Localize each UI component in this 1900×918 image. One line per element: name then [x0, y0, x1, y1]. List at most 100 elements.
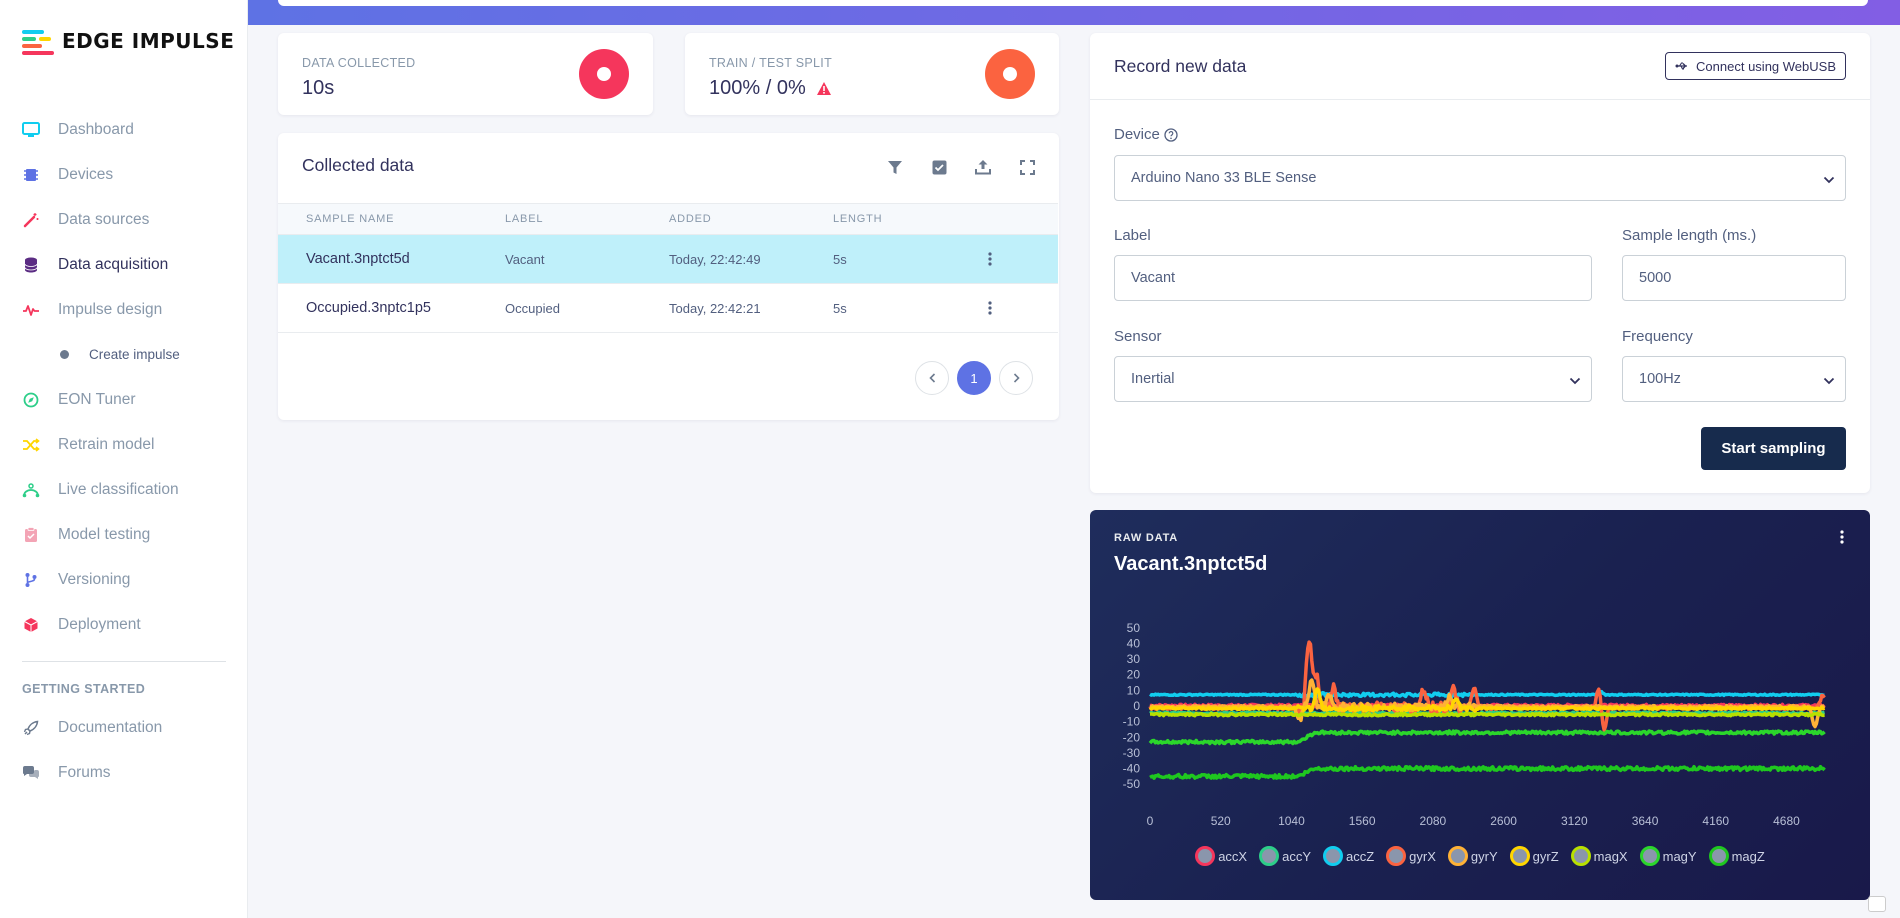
train-test-split-value: 100% / 0%	[709, 77, 832, 100]
y-tick-label: 30	[1127, 652, 1141, 666]
legend-item-magY[interactable]: magY	[1639, 846, 1697, 866]
legend-swatch	[1708, 846, 1729, 866]
sidebar-item-eon-tuner[interactable]: EON Tuner	[0, 377, 248, 422]
sidebar-item-dashboard[interactable]: Dashboard	[0, 107, 248, 152]
y-tick-label: -20	[1123, 730, 1141, 744]
column-label[interactable]: LABEL	[505, 213, 544, 225]
legend-item-magZ[interactable]: magZ	[1708, 846, 1765, 866]
sidebar-nav: Dashboard Devices Data sources Data acqu…	[0, 107, 248, 795]
legend-label: accX	[1218, 848, 1248, 864]
frequency-select[interactable]: 100Hz	[1622, 356, 1846, 402]
sidebar-item-label: Data sources	[58, 210, 150, 228]
upload-icon[interactable]	[973, 157, 993, 177]
x-tick-label: 4160	[1702, 814, 1729, 828]
table-row[interactable]: Vacant.3nptct5d Vacant Today, 22:42:49 5…	[278, 235, 1058, 284]
column-sample-name[interactable]: SAMPLE NAME	[306, 213, 395, 225]
legend-label: accY	[1282, 848, 1311, 864]
chevron-down-icon	[1823, 373, 1835, 389]
sidebar-item-label: Model testing	[58, 525, 151, 543]
series-line-magY	[1148, 729, 1826, 746]
help-icon[interactable]	[1164, 127, 1178, 142]
sidebar-item-versioning[interactable]: Versioning	[0, 557, 248, 602]
chat-icon	[22, 764, 40, 782]
logo[interactable]: EDGE IMPULSE	[22, 28, 234, 55]
sidebar-item-live-classification[interactable]: Live classification	[0, 467, 248, 512]
column-added[interactable]: ADDED	[669, 213, 712, 225]
sample-added: Today, 22:42:21	[669, 300, 761, 316]
sidebar-item-label: Data acquisition	[58, 255, 169, 273]
sample-length-input[interactable]: 5000	[1622, 255, 1846, 301]
row-menu-icon[interactable]	[970, 252, 1010, 266]
legend-label: magY	[1662, 848, 1697, 864]
column-length[interactable]: LENGTH	[833, 213, 883, 225]
data-collected-amount: 10s	[302, 77, 335, 99]
sidebar-item-data-acquisition[interactable]: Data acquisition	[0, 242, 248, 287]
feedback-icon[interactable]	[1868, 896, 1886, 912]
label-input[interactable]: Vacant	[1114, 255, 1592, 301]
connect-webusb-button[interactable]: Connect using WebUSB	[1665, 52, 1846, 80]
sample-label: Occupied	[505, 300, 560, 316]
sidebar-item-retrain-model[interactable]: Retrain model	[0, 422, 248, 467]
x-tick-label: 2080	[1420, 814, 1447, 828]
legend-item-accX[interactable]: accX	[1195, 846, 1247, 866]
series-line-gyrY	[1149, 678, 1826, 729]
cpu-icon	[22, 166, 40, 184]
legend-label: gyrZ	[1532, 848, 1559, 864]
sidebar-item-label: Deployment	[58, 615, 141, 633]
sidebar-item-impulse-design[interactable]: Impulse design	[0, 287, 248, 332]
table-header: SAMPLE NAME LABEL ADDED LENGTH	[278, 203, 1058, 235]
legend-item-accY[interactable]: accY	[1259, 846, 1311, 866]
legend-item-magX[interactable]: magX	[1570, 846, 1628, 866]
prev-page-button[interactable]	[915, 361, 949, 395]
row-menu-icon[interactable]	[970, 301, 1010, 315]
legend-item-gyrX[interactable]: gyrX	[1386, 846, 1436, 866]
sample-name: Vacant.3nptct5d	[306, 251, 410, 267]
sidebar-item-deployment[interactable]: Deployment	[0, 602, 248, 647]
record-new-data-title: Record new data	[1114, 56, 1247, 76]
sidebar-item-forums[interactable]: Forums	[0, 750, 248, 795]
select-checkbox-icon[interactable]	[929, 157, 949, 177]
y-tick-label: -50	[1123, 777, 1141, 791]
legend-swatch	[1639, 846, 1660, 866]
table-row[interactable]: Occupied.3nptc1p5 Occupied Today, 22:42:…	[278, 284, 1058, 333]
expand-icon[interactable]	[1017, 157, 1037, 177]
page-button-current[interactable]: 1	[957, 361, 991, 395]
next-page-button[interactable]	[999, 361, 1033, 395]
sidebar-item-model-testing[interactable]: Model testing	[0, 512, 248, 557]
raw-data-menu-icon[interactable]	[1840, 530, 1844, 549]
series-line-magZ	[1149, 764, 1826, 780]
series-line-accY	[1149, 710, 1825, 716]
collected-data-table: SAMPLE NAME LABEL ADDED LENGTH Vacant.3n…	[278, 203, 1058, 333]
sample-length-value: 5000	[1639, 270, 1672, 286]
sidebar-item-create-impulse[interactable]: Create impulse	[0, 332, 248, 377]
train-test-split-card: TRAIN / TEST SPLIT 100% / 0%	[685, 33, 1059, 115]
sidebar-divider	[22, 661, 226, 662]
sidebar-item-data-sources[interactable]: Data sources	[0, 197, 248, 242]
raw-data-label: RAW DATA	[1114, 532, 1179, 544]
sidebar-item-documentation[interactable]: Documentation	[0, 705, 248, 750]
legend-item-gyrZ[interactable]: gyrZ	[1509, 846, 1559, 866]
series-line-magX	[1149, 711, 1825, 718]
warning-icon[interactable]	[816, 81, 832, 96]
sidebar-item-devices[interactable]: Devices	[0, 152, 248, 197]
device-label-text: Device	[1114, 126, 1160, 143]
legend-item-gyrY[interactable]: gyrY	[1447, 846, 1498, 866]
start-sampling-button[interactable]: Start sampling	[1701, 427, 1846, 470]
pagination: 1	[907, 361, 1033, 395]
y-tick-label: -30	[1123, 746, 1141, 760]
sidebar-item-label: Devices	[58, 165, 114, 183]
filter-icon[interactable]	[885, 157, 905, 177]
sidebar-item-label: Retrain model	[58, 435, 155, 453]
raw-data-card: 50 40 30 20 10 0 -10 -20 -30 -40 -50 0 520 1040 1560 20…	[1090, 510, 1870, 900]
device-select[interactable]: Arduino Nano 33 BLE Sense	[1114, 155, 1846, 201]
legend-item-accZ[interactable]: accZ	[1323, 846, 1374, 866]
x-tick-label: 2600	[1490, 814, 1517, 828]
sidebar-item-label: Dashboard	[58, 120, 134, 138]
sample-length-label: Sample length (ms.)	[1622, 227, 1757, 244]
sidebar: EDGE IMPULSE Dashboard Devices Data sour…	[0, 0, 248, 918]
series-line-gyrZ	[1148, 687, 1826, 714]
compass-icon	[22, 391, 40, 409]
sensor-select[interactable]: Inertial	[1114, 356, 1592, 402]
legend-label: gyrX	[1409, 848, 1436, 864]
